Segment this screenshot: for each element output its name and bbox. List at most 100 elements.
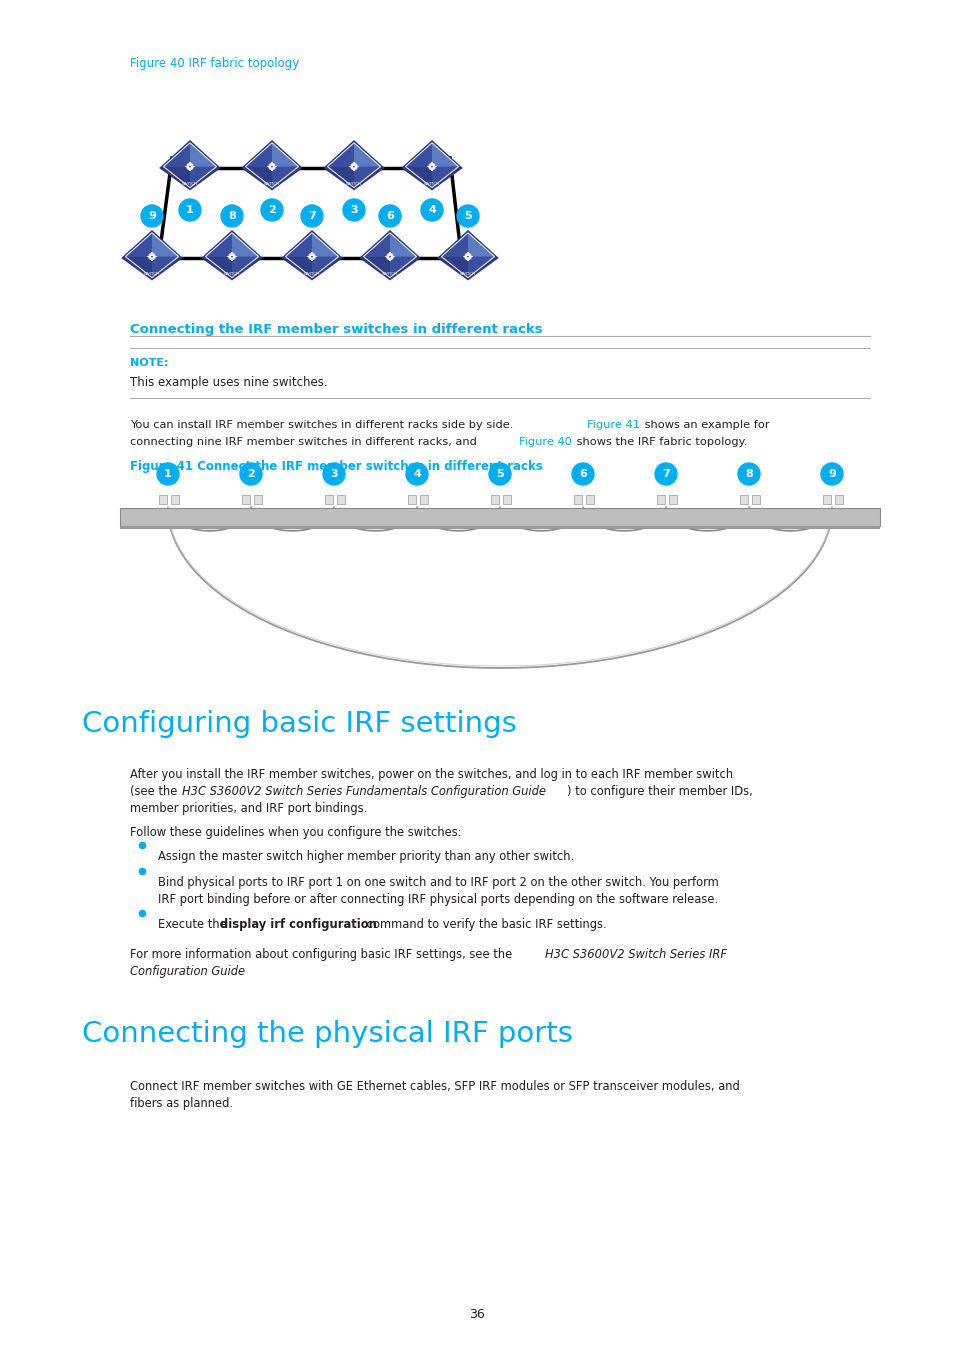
FancyBboxPatch shape (253, 495, 262, 504)
Text: Connecting the IRF member switches in different racks: Connecting the IRF member switches in di… (130, 323, 542, 336)
FancyBboxPatch shape (159, 495, 167, 504)
Polygon shape (401, 140, 462, 190)
Text: You can install IRF member switches in different racks side by side.: You can install IRF member switches in d… (130, 420, 517, 431)
Circle shape (406, 463, 428, 485)
Polygon shape (390, 232, 416, 256)
Circle shape (821, 463, 842, 485)
Circle shape (323, 463, 345, 485)
Text: 1: 1 (186, 205, 193, 215)
Text: 7: 7 (661, 468, 669, 479)
Text: Assign the master switch higher member priority than any other switch.: Assign the master switch higher member p… (158, 850, 574, 863)
Polygon shape (205, 232, 258, 278)
Text: 3: 3 (350, 205, 357, 215)
Text: Execute the: Execute the (158, 918, 230, 932)
Text: This example uses nine switches.: This example uses nine switches. (130, 377, 327, 389)
Polygon shape (285, 232, 338, 278)
Polygon shape (436, 230, 498, 281)
Circle shape (157, 463, 179, 485)
Polygon shape (312, 232, 338, 256)
Text: member priorities, and IRF port bindings.: member priorities, and IRF port bindings… (130, 802, 367, 815)
FancyBboxPatch shape (419, 495, 428, 504)
Text: connecting nine IRF member switches in different racks, and: connecting nine IRF member switches in d… (130, 437, 480, 447)
Text: fibers as planned.: fibers as planned. (130, 1098, 233, 1110)
Polygon shape (201, 230, 262, 281)
FancyBboxPatch shape (408, 495, 416, 504)
Text: 2: 2 (268, 205, 275, 215)
Text: Connect IRF member switches with GE Ethernet cables, SFP IRF modules or SFP tran: Connect IRF member switches with GE Ethe… (130, 1080, 739, 1094)
Text: H3C S3600V2 Switch Series Fundamentals Configuration Guide: H3C S3600V2 Switch Series Fundamentals C… (182, 784, 545, 798)
Text: 6: 6 (578, 468, 586, 479)
Text: shows an example for: shows an example for (640, 420, 769, 431)
Polygon shape (327, 143, 380, 188)
FancyBboxPatch shape (585, 495, 594, 504)
Circle shape (738, 463, 760, 485)
Circle shape (378, 205, 400, 227)
Text: Follow these guidelines when you configure the switches:: Follow these guidelines when you configu… (130, 826, 461, 838)
FancyBboxPatch shape (120, 526, 879, 529)
FancyBboxPatch shape (242, 495, 250, 504)
Text: 2: 2 (247, 468, 254, 479)
Polygon shape (432, 143, 458, 166)
Polygon shape (121, 230, 183, 281)
FancyBboxPatch shape (574, 495, 581, 504)
Text: display irf configuration: display irf configuration (220, 918, 376, 932)
Text: IRF port binding before or after connecting IRF physical ports depending on the : IRF port binding before or after connect… (158, 892, 718, 906)
Circle shape (420, 198, 442, 221)
Polygon shape (125, 256, 152, 278)
Text: Bind physical ports to IRF port 1 on one switch and to IRF port 2 on the other s: Bind physical ports to IRF port 1 on one… (158, 876, 718, 890)
Text: ) to configure their member IDs,: ) to configure their member IDs, (566, 784, 752, 798)
Text: SWITCH: SWITCH (346, 182, 361, 186)
Text: H3C S3600V2 Switch Series IRF: H3C S3600V2 Switch Series IRF (544, 948, 726, 961)
Circle shape (489, 463, 511, 485)
Text: SWITCH: SWITCH (381, 271, 397, 275)
Text: 8: 8 (744, 468, 752, 479)
Text: 5: 5 (464, 211, 472, 221)
Text: 3: 3 (330, 468, 337, 479)
Polygon shape (272, 143, 298, 166)
Text: 8: 8 (228, 211, 235, 221)
Text: Configuring basic IRF settings: Configuring basic IRF settings (82, 710, 517, 738)
Text: 36: 36 (469, 1308, 484, 1322)
Circle shape (179, 198, 201, 221)
Text: 9: 9 (827, 468, 835, 479)
Text: 1: 1 (164, 468, 172, 479)
Text: command to verify the basic IRF settings.: command to verify the basic IRF settings… (363, 918, 606, 932)
Polygon shape (163, 166, 190, 188)
Text: Figure 40 IRF fabric topology: Figure 40 IRF fabric topology (130, 57, 299, 70)
Polygon shape (327, 166, 354, 188)
Polygon shape (152, 232, 178, 256)
Text: For more information about configuring basic IRF settings, see the: For more information about configuring b… (130, 948, 516, 961)
FancyBboxPatch shape (822, 495, 830, 504)
Text: Connecting the physical IRF ports: Connecting the physical IRF ports (82, 1021, 573, 1048)
Polygon shape (441, 232, 494, 278)
Circle shape (655, 463, 677, 485)
FancyBboxPatch shape (502, 495, 511, 504)
Text: 4: 4 (428, 205, 436, 215)
Circle shape (572, 463, 594, 485)
Polygon shape (163, 143, 216, 188)
FancyBboxPatch shape (740, 495, 747, 504)
Polygon shape (245, 166, 272, 188)
Text: Figure 41 Connect the IRF member switches in different racks: Figure 41 Connect the IRF member switche… (130, 460, 542, 472)
Text: SWITCH: SWITCH (304, 271, 319, 275)
Text: SWITCH: SWITCH (182, 182, 198, 186)
Text: After you install the IRF member switches, power on the switches, and log in to : After you install the IRF member switche… (130, 768, 732, 782)
FancyBboxPatch shape (668, 495, 677, 504)
Circle shape (221, 205, 243, 227)
FancyBboxPatch shape (171, 495, 179, 504)
Text: (see the: (see the (130, 784, 181, 798)
FancyBboxPatch shape (336, 495, 345, 504)
Circle shape (456, 205, 478, 227)
Polygon shape (159, 140, 220, 190)
Polygon shape (285, 256, 312, 278)
Polygon shape (363, 256, 390, 278)
Text: 5: 5 (496, 468, 503, 479)
Text: SWITCH: SWITCH (144, 271, 160, 275)
FancyBboxPatch shape (120, 508, 879, 526)
Polygon shape (125, 232, 178, 278)
Polygon shape (363, 232, 416, 278)
Text: Figure 40: Figure 40 (518, 437, 571, 447)
Circle shape (141, 205, 163, 227)
Polygon shape (323, 140, 384, 190)
FancyBboxPatch shape (325, 495, 333, 504)
